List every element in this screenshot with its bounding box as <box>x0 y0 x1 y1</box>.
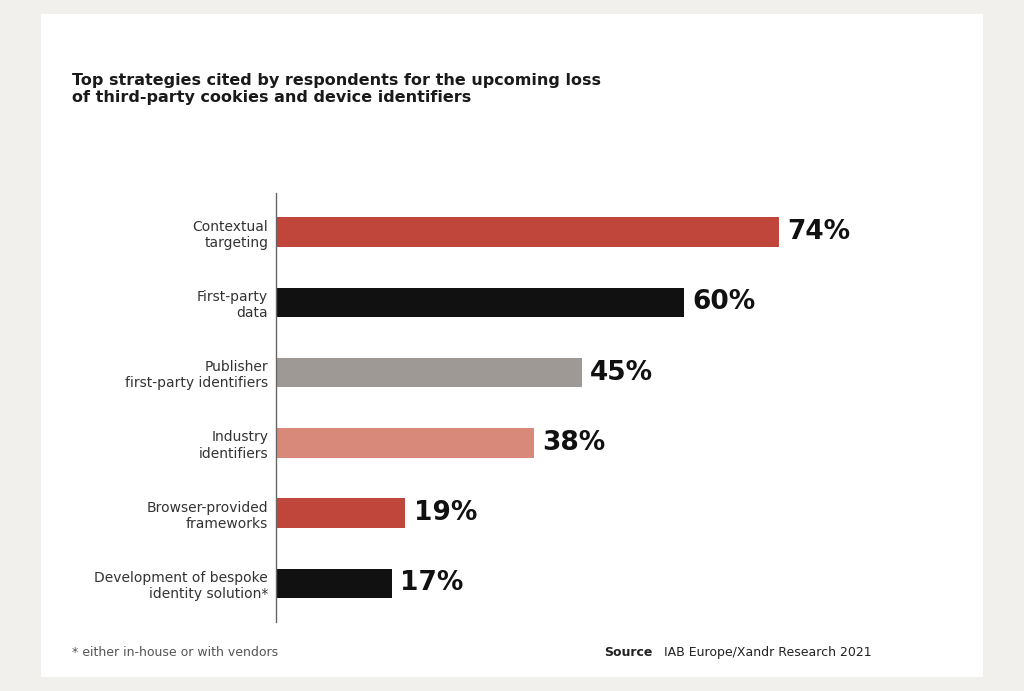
Text: 17%: 17% <box>400 570 464 596</box>
Text: IAB Europe/Xandr Research 2021: IAB Europe/Xandr Research 2021 <box>660 647 872 659</box>
Text: 19%: 19% <box>414 500 477 526</box>
Text: 60%: 60% <box>692 290 756 315</box>
Text: Top strategies cited by respondents for the upcoming loss
of third-party cookies: Top strategies cited by respondents for … <box>72 73 601 105</box>
Text: 74%: 74% <box>787 219 850 245</box>
Bar <box>276 428 535 457</box>
Bar <box>276 358 582 388</box>
Text: * either in-house or with vendors: * either in-house or with vendors <box>72 647 278 659</box>
Bar <box>276 287 684 317</box>
Bar <box>276 218 779 247</box>
Bar <box>276 569 392 598</box>
Bar <box>276 498 406 528</box>
Text: 45%: 45% <box>590 359 653 386</box>
Text: 38%: 38% <box>543 430 606 456</box>
Text: Source: Source <box>604 647 652 659</box>
